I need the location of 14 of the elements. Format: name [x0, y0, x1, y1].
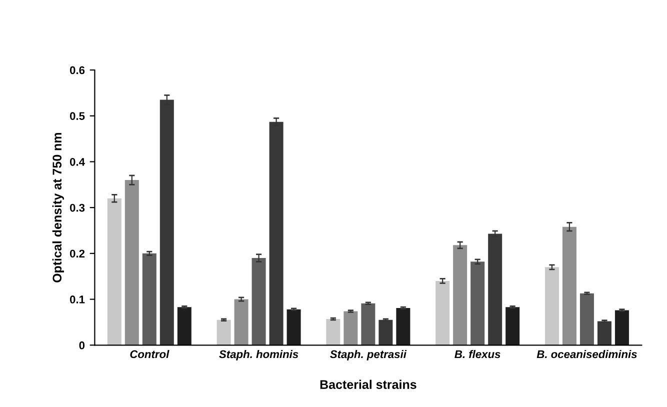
y-tick-label: 0.1 [70, 296, 85, 304]
y-tick-label: 0.2 [70, 250, 85, 258]
x-tick-label: Staph. petrasii [330, 350, 407, 360]
y-tick-label: 0.6 [70, 66, 85, 74]
y-tick-label: 0.4 [70, 158, 85, 166]
y-axis-title: Optical density at 750 nm [52, 132, 64, 282]
x-tick-label: Control [130, 350, 170, 358]
x-tick-label: B. oceanisediminis [536, 350, 637, 358]
x-tick-label: B. flexus [454, 350, 500, 358]
y-tick-label: 0.5 [70, 112, 85, 120]
x-tick-label: Staph. hominis [219, 350, 298, 360]
y-tick-label: 0.3 [70, 204, 85, 212]
x-axis-title: Bacterial strains [320, 380, 416, 389]
y-tick-label: 0 [79, 341, 85, 350]
